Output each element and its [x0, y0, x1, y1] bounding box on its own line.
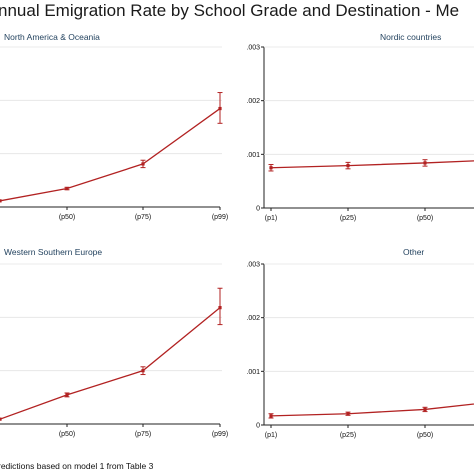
x-tick-label: (p50): [59, 431, 75, 438]
x-tick-label: (p25): [340, 432, 356, 439]
data-point: [346, 412, 350, 416]
y-tick-label: 0: [256, 423, 260, 430]
data-point: [423, 161, 427, 165]
series-line: [0, 307, 221, 420]
y-tick-label: .001: [246, 152, 260, 159]
data-point: [0, 417, 2, 421]
data-point: [65, 186, 69, 191]
x-tick-label: (p25): [340, 215, 356, 222]
data-point: [269, 414, 273, 418]
data-point: [218, 306, 222, 310]
x-tick-label: (p99): [212, 214, 228, 221]
y-tick-label: .003: [246, 45, 260, 52]
panel-north-america-oceania: North America & Oceania (p50) (p75) (p99): [0, 32, 228, 221]
x-tick-label: (p50): [59, 214, 75, 221]
data-point: [65, 393, 69, 397]
y-tick-label: 0: [256, 206, 260, 213]
x-tick-label: (p50): [417, 215, 433, 222]
panel-western-southern-europe: Western Southern Europe (p50) (p75) (p99): [0, 247, 228, 438]
data-point: [0, 199, 2, 203]
x-tick-label: (p1): [265, 215, 277, 222]
x-tick-label: (p99): [212, 431, 228, 438]
series-line: [270, 403, 474, 417]
panel-other: Other 0 .001 .002 .003 (p1) (p25) (p50): [246, 247, 474, 439]
x-tick-label: (p50): [417, 432, 433, 439]
data-point: [346, 164, 350, 168]
data-point: [218, 106, 222, 111]
x-tick-label: (p1): [265, 432, 277, 439]
x-tick-label: (p75): [135, 214, 151, 221]
panel-nordic-countries: Nordic countries 0 .001 .002 .003 (p1) (p25) (…: [246, 32, 474, 222]
data-point: [141, 369, 145, 373]
y-tick-label: .001: [246, 369, 260, 376]
series-line: [0, 108, 221, 202]
x-tick-label: (p75): [135, 431, 151, 438]
y-tick-label: .003: [246, 262, 260, 269]
data-point: [423, 407, 427, 412]
data-point: [141, 162, 145, 166]
data-point: [269, 166, 273, 170]
panel-title: North America & Oceania: [4, 32, 100, 42]
series-line: [270, 160, 474, 169]
figure-title: nnual Emigration Rate by School Grade an…: [0, 1, 459, 20]
panel-title: Nordic countries: [380, 32, 441, 42]
y-tick-label: .002: [246, 98, 260, 105]
y-tick-label: .002: [246, 315, 260, 322]
figure-note: redictions based on model 1 from Table 3: [0, 461, 154, 471]
panel-title: Other: [403, 247, 424, 257]
panel-title: Western Southern Europe: [4, 247, 102, 257]
